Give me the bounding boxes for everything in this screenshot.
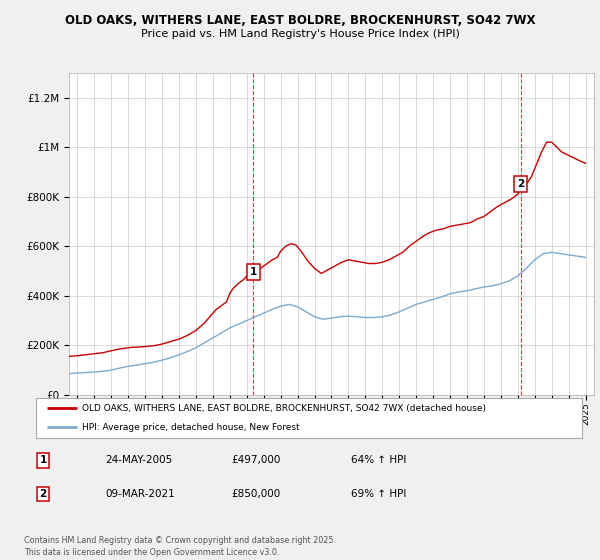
Text: 69% ↑ HPI: 69% ↑ HPI (351, 489, 406, 499)
Text: 64% ↑ HPI: 64% ↑ HPI (351, 455, 406, 465)
Text: £850,000: £850,000 (231, 489, 280, 499)
Text: 2: 2 (40, 489, 47, 499)
Text: OLD OAKS, WITHERS LANE, EAST BOLDRE, BROCKENHURST, SO42 7WX: OLD OAKS, WITHERS LANE, EAST BOLDRE, BRO… (65, 14, 535, 27)
Text: 1: 1 (250, 267, 257, 277)
Text: £497,000: £497,000 (231, 455, 280, 465)
Text: OLD OAKS, WITHERS LANE, EAST BOLDRE, BROCKENHURST, SO42 7WX (detached house): OLD OAKS, WITHERS LANE, EAST BOLDRE, BRO… (82, 404, 487, 413)
Text: HPI: Average price, detached house, New Forest: HPI: Average price, detached house, New … (82, 423, 300, 432)
Text: Contains HM Land Registry data © Crown copyright and database right 2025.
This d: Contains HM Land Registry data © Crown c… (24, 536, 336, 557)
Text: 09-MAR-2021: 09-MAR-2021 (105, 489, 175, 499)
Text: 24-MAY-2005: 24-MAY-2005 (105, 455, 172, 465)
Text: 1: 1 (40, 455, 47, 465)
Text: 2: 2 (517, 179, 524, 189)
Text: Price paid vs. HM Land Registry's House Price Index (HPI): Price paid vs. HM Land Registry's House … (140, 29, 460, 39)
